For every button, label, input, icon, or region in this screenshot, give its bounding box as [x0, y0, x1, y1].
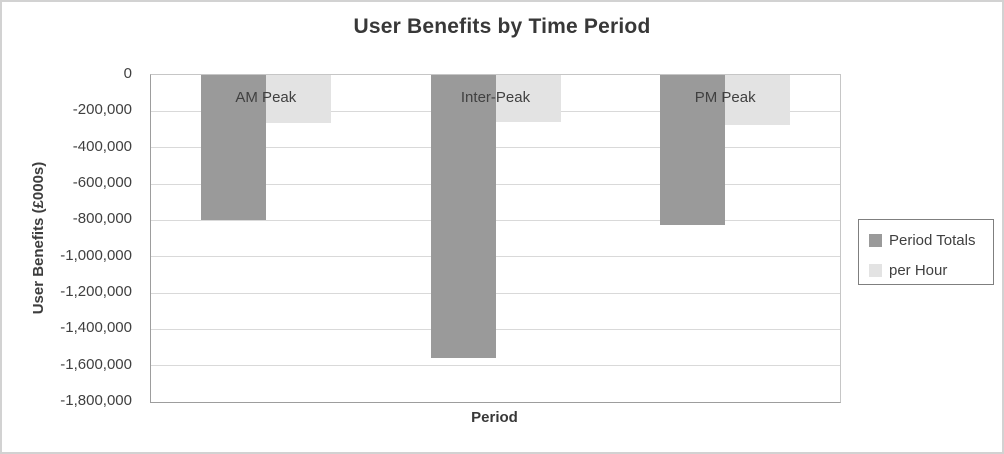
bar-period-totals-inter-peak	[430, 75, 496, 358]
y-tick-label: -600,000	[72, 174, 132, 191]
legend-label: Period Totals	[889, 231, 976, 249]
bar-period-totals-am-peak	[200, 75, 266, 221]
bar-per-hour-pm-peak	[725, 75, 791, 125]
y-tick-label: -1,400,000	[60, 319, 132, 337]
bar-per-hour-am-peak	[265, 75, 331, 124]
y-tick-label: -1,000,000	[60, 246, 132, 264]
y-tick-label: 0	[123, 65, 132, 82]
y-axis-title: User Benefits (£000s)	[30, 161, 47, 315]
legend-item: Period Totals	[869, 227, 993, 253]
x-axis-title: Period	[471, 409, 518, 426]
chart-title: User Benefits by Time Period	[353, 15, 651, 38]
legend: Period Totals per Hour	[858, 219, 994, 285]
gridline	[151, 365, 840, 367]
legend-label: per Hour	[889, 261, 948, 279]
category-label: Inter-Peak	[460, 89, 531, 106]
plot-area: AM Peak Inter-Peak PM Peak	[150, 74, 841, 403]
gridline	[151, 219, 840, 221]
category-label: AM Peak	[235, 89, 297, 106]
bar-period-totals-pm-peak	[660, 75, 726, 225]
y-tick-label: -200,000	[72, 101, 132, 119]
y-tick-label: -1,600,000	[60, 355, 132, 373]
gridline	[151, 256, 840, 258]
gridline	[151, 147, 840, 149]
legend-swatch-icon	[869, 233, 882, 247]
bar-per-hour-inter-peak	[495, 75, 561, 123]
y-tick-label: -1,800,000	[60, 392, 132, 409]
gridline	[151, 183, 840, 185]
legend-swatch-icon	[869, 263, 882, 277]
gridline	[151, 328, 840, 330]
gridline	[151, 292, 840, 294]
y-tick-label: -400,000	[72, 137, 132, 155]
legend-item: per Hour	[869, 257, 993, 283]
category-label: PM Peak	[694, 89, 756, 106]
y-tick-label: -1,200,000	[60, 283, 132, 300]
y-tick-label: -800,000	[72, 210, 132, 228]
